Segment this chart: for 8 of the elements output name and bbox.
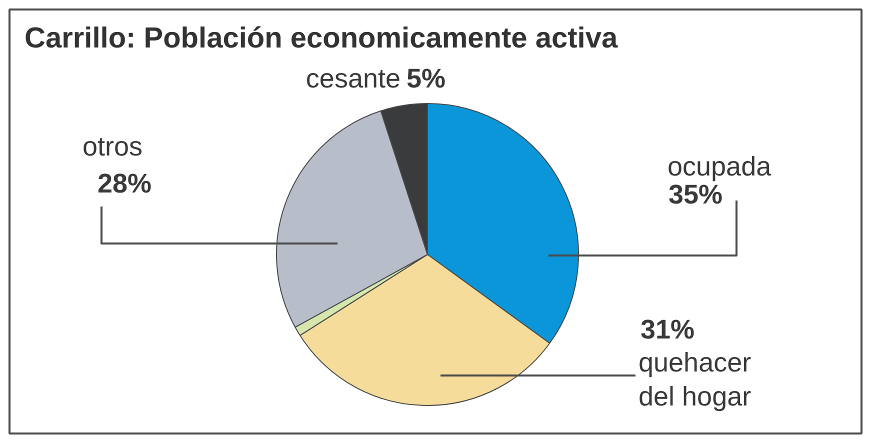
data-label: 28% xyxy=(98,168,152,198)
slice-label: ocupada xyxy=(668,152,772,182)
chart-title: Carrillo: Población economicamente activa xyxy=(24,22,618,54)
slice-label: otros xyxy=(82,132,143,162)
data-label: 31% xyxy=(640,314,695,344)
slice-label: cesante xyxy=(306,64,401,94)
data-label: 5% xyxy=(406,64,446,94)
slice-label: quehacer del hogar xyxy=(638,348,752,412)
